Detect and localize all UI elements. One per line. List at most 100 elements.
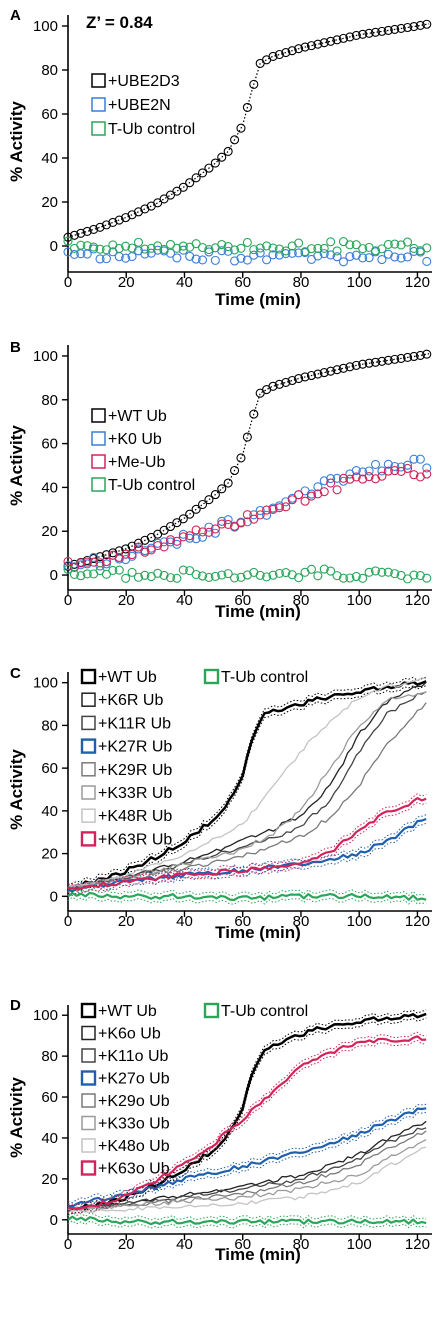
data-point bbox=[409, 351, 419, 362]
legend-label: +K6o Ub bbox=[98, 1026, 161, 1043]
data-point bbox=[319, 243, 329, 253]
legend-label: +K11o Ub bbox=[98, 1048, 169, 1065]
data-point bbox=[197, 527, 208, 537]
legend-item: +K27o Ub bbox=[80, 1070, 170, 1088]
series-line bbox=[67, 817, 427, 893]
error-band-upper bbox=[67, 793, 427, 886]
series--k63o-ub bbox=[67, 1031, 427, 1214]
data-point bbox=[197, 499, 208, 510]
data-point bbox=[281, 377, 291, 387]
data-point bbox=[95, 244, 105, 254]
data-point bbox=[383, 567, 393, 577]
x-tick-label: 0 bbox=[64, 274, 72, 291]
data-point bbox=[95, 552, 105, 562]
x-tick-label: 0 bbox=[64, 1236, 72, 1253]
data-point bbox=[358, 467, 368, 477]
data-point bbox=[396, 353, 406, 363]
data-point bbox=[204, 244, 214, 255]
data-point bbox=[191, 569, 201, 580]
data-point bbox=[108, 548, 118, 558]
legend-item: +K63o Ub bbox=[80, 1160, 170, 1178]
data-point bbox=[210, 571, 220, 581]
data-point bbox=[217, 239, 227, 250]
data-point bbox=[249, 514, 259, 524]
data-point bbox=[108, 217, 118, 228]
data-point bbox=[306, 564, 316, 574]
y-tick-label: 40 bbox=[41, 1130, 58, 1147]
series--k33r-ub bbox=[67, 691, 427, 890]
data-point bbox=[345, 252, 355, 262]
y-tick-label: 0 bbox=[50, 888, 58, 905]
x-tick-label: 100 bbox=[347, 1236, 372, 1253]
panel-b: B 0 20 40 60 80 100 0 20 40 60 80 100 120 Time (min) % … bbox=[7, 339, 432, 621]
data-point bbox=[345, 32, 355, 42]
data-point bbox=[210, 255, 220, 265]
panel-label: C bbox=[10, 665, 21, 682]
data-point bbox=[422, 469, 432, 479]
legend-label: +K29o Ub bbox=[98, 1093, 170, 1110]
data-point bbox=[281, 249, 291, 259]
data-point bbox=[396, 253, 406, 263]
legend-item: +K11R Ub bbox=[81, 715, 171, 732]
data-point bbox=[63, 564, 73, 574]
data-point bbox=[409, 243, 419, 254]
data-point bbox=[294, 44, 304, 54]
data-point bbox=[383, 355, 393, 365]
legend-item: +UBE2D3 bbox=[91, 73, 180, 90]
data-point bbox=[326, 366, 336, 376]
y-tick-label: 20 bbox=[41, 1171, 58, 1188]
legend-label: +Me-Ub bbox=[108, 454, 165, 471]
data-point bbox=[377, 356, 387, 366]
data-point bbox=[358, 29, 368, 39]
panel-label: B bbox=[10, 339, 21, 356]
data-point bbox=[351, 240, 361, 250]
x-axis-label: Time (min) bbox=[215, 602, 301, 621]
data-point bbox=[223, 519, 233, 530]
data-point bbox=[127, 549, 137, 560]
data-point bbox=[89, 557, 99, 567]
data-point bbox=[396, 23, 406, 34]
legend-label: +K27o Ub bbox=[98, 1071, 170, 1088]
y-axis-label: % Activity bbox=[7, 1077, 26, 1158]
legend-label: T-Ub control bbox=[108, 477, 195, 494]
series-line bbox=[67, 681, 427, 890]
data-point bbox=[191, 239, 201, 249]
data-point bbox=[364, 567, 374, 577]
legend-swatch bbox=[81, 1025, 96, 1041]
y-tick-label: 40 bbox=[41, 150, 58, 167]
data-point bbox=[364, 28, 374, 38]
series-line bbox=[67, 1127, 427, 1212]
series-line bbox=[67, 1139, 427, 1212]
series--k33o-ub bbox=[67, 1139, 427, 1212]
data-point bbox=[422, 243, 432, 253]
data-point bbox=[204, 522, 214, 532]
data-point bbox=[255, 243, 265, 253]
legend-item: +WT Ub bbox=[80, 668, 157, 686]
x-tick-label: 40 bbox=[176, 1236, 193, 1253]
data-point bbox=[402, 237, 413, 247]
data-point bbox=[101, 569, 111, 579]
data-point bbox=[306, 491, 316, 501]
data-point bbox=[370, 27, 381, 37]
data-point bbox=[210, 524, 220, 534]
data-point bbox=[76, 558, 86, 568]
legend-label: T-Ub control bbox=[108, 121, 195, 138]
data-point bbox=[101, 557, 111, 567]
data-point bbox=[140, 244, 150, 254]
legend-swatch bbox=[81, 692, 96, 707]
data-point bbox=[281, 48, 291, 58]
data-point bbox=[345, 240, 355, 250]
data-point bbox=[210, 158, 220, 168]
data-point bbox=[338, 573, 349, 583]
data-point bbox=[377, 255, 387, 265]
legend: +WT Ub +K6o Ub +K11o Ub +K27o Ub +K29o Ub +K3… bbox=[80, 1002, 308, 1178]
x-tick-label: 40 bbox=[176, 592, 193, 609]
legend-swatch bbox=[81, 1138, 96, 1153]
legend-swatch bbox=[80, 1070, 97, 1086]
data-point bbox=[409, 454, 419, 464]
data-point bbox=[294, 238, 304, 248]
data-point bbox=[153, 198, 163, 208]
data-point bbox=[409, 470, 419, 480]
data-point bbox=[390, 239, 400, 249]
error-band-upper bbox=[67, 1031, 427, 1206]
